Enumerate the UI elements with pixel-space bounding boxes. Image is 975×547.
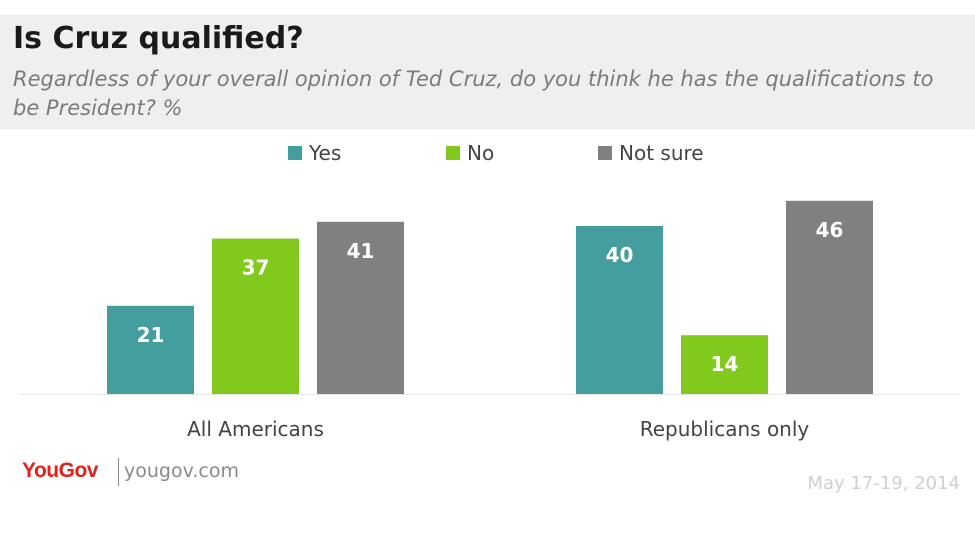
data-label-no-all-americans: 37 bbox=[242, 256, 270, 280]
category-label-republicans-only: Republicans only bbox=[640, 417, 810, 441]
legend-swatch-not-sure bbox=[598, 145, 612, 160]
legend-label-not-sure: Not sure bbox=[619, 141, 704, 165]
bar-yes-republicans-only bbox=[576, 226, 663, 394]
chart-title: Is Cruz qualified? bbox=[13, 21, 304, 56]
data-label-yes-republicans-only: 40 bbox=[606, 243, 634, 267]
bar-no-all-americans bbox=[212, 238, 299, 394]
data-label-not-sure-all-americans: 41 bbox=[347, 239, 375, 263]
data-label-no-republicans-only: 14 bbox=[711, 352, 739, 376]
survey-date: May 17-19, 2014 bbox=[807, 473, 961, 494]
data-label-yes-all-americans: 21 bbox=[137, 323, 165, 347]
bar-no-republicans-only bbox=[681, 335, 768, 394]
chart-subtitle: Regardless of your overall opinion of Te… bbox=[13, 67, 934, 120]
footer-url[interactable]: yougov.com bbox=[124, 460, 239, 482]
legend-item-no: No bbox=[446, 141, 494, 167]
legend-swatch-no bbox=[446, 145, 460, 160]
legend-swatch-yes bbox=[288, 145, 302, 160]
bar-yes-all-americans bbox=[107, 305, 194, 394]
footer-divider bbox=[118, 458, 119, 486]
category-label-all-americans: All Americans bbox=[187, 417, 324, 441]
bar-not-sure-republicans-only bbox=[786, 200, 873, 394]
bar-not-sure-all-americans bbox=[317, 221, 404, 394]
yougov-logo: YouGov bbox=[22, 459, 98, 482]
data-label-not-sure-republicans-only: 46 bbox=[816, 218, 844, 242]
legend-item-yes: Yes bbox=[288, 141, 341, 167]
legend-label-yes: Yes bbox=[309, 141, 342, 165]
legend-label-no: No bbox=[467, 141, 495, 165]
legend-item-not-sure: Not sure bbox=[598, 141, 704, 167]
header-band: Is Cruz qualified? Regardless of your ov… bbox=[0, 15, 975, 129]
